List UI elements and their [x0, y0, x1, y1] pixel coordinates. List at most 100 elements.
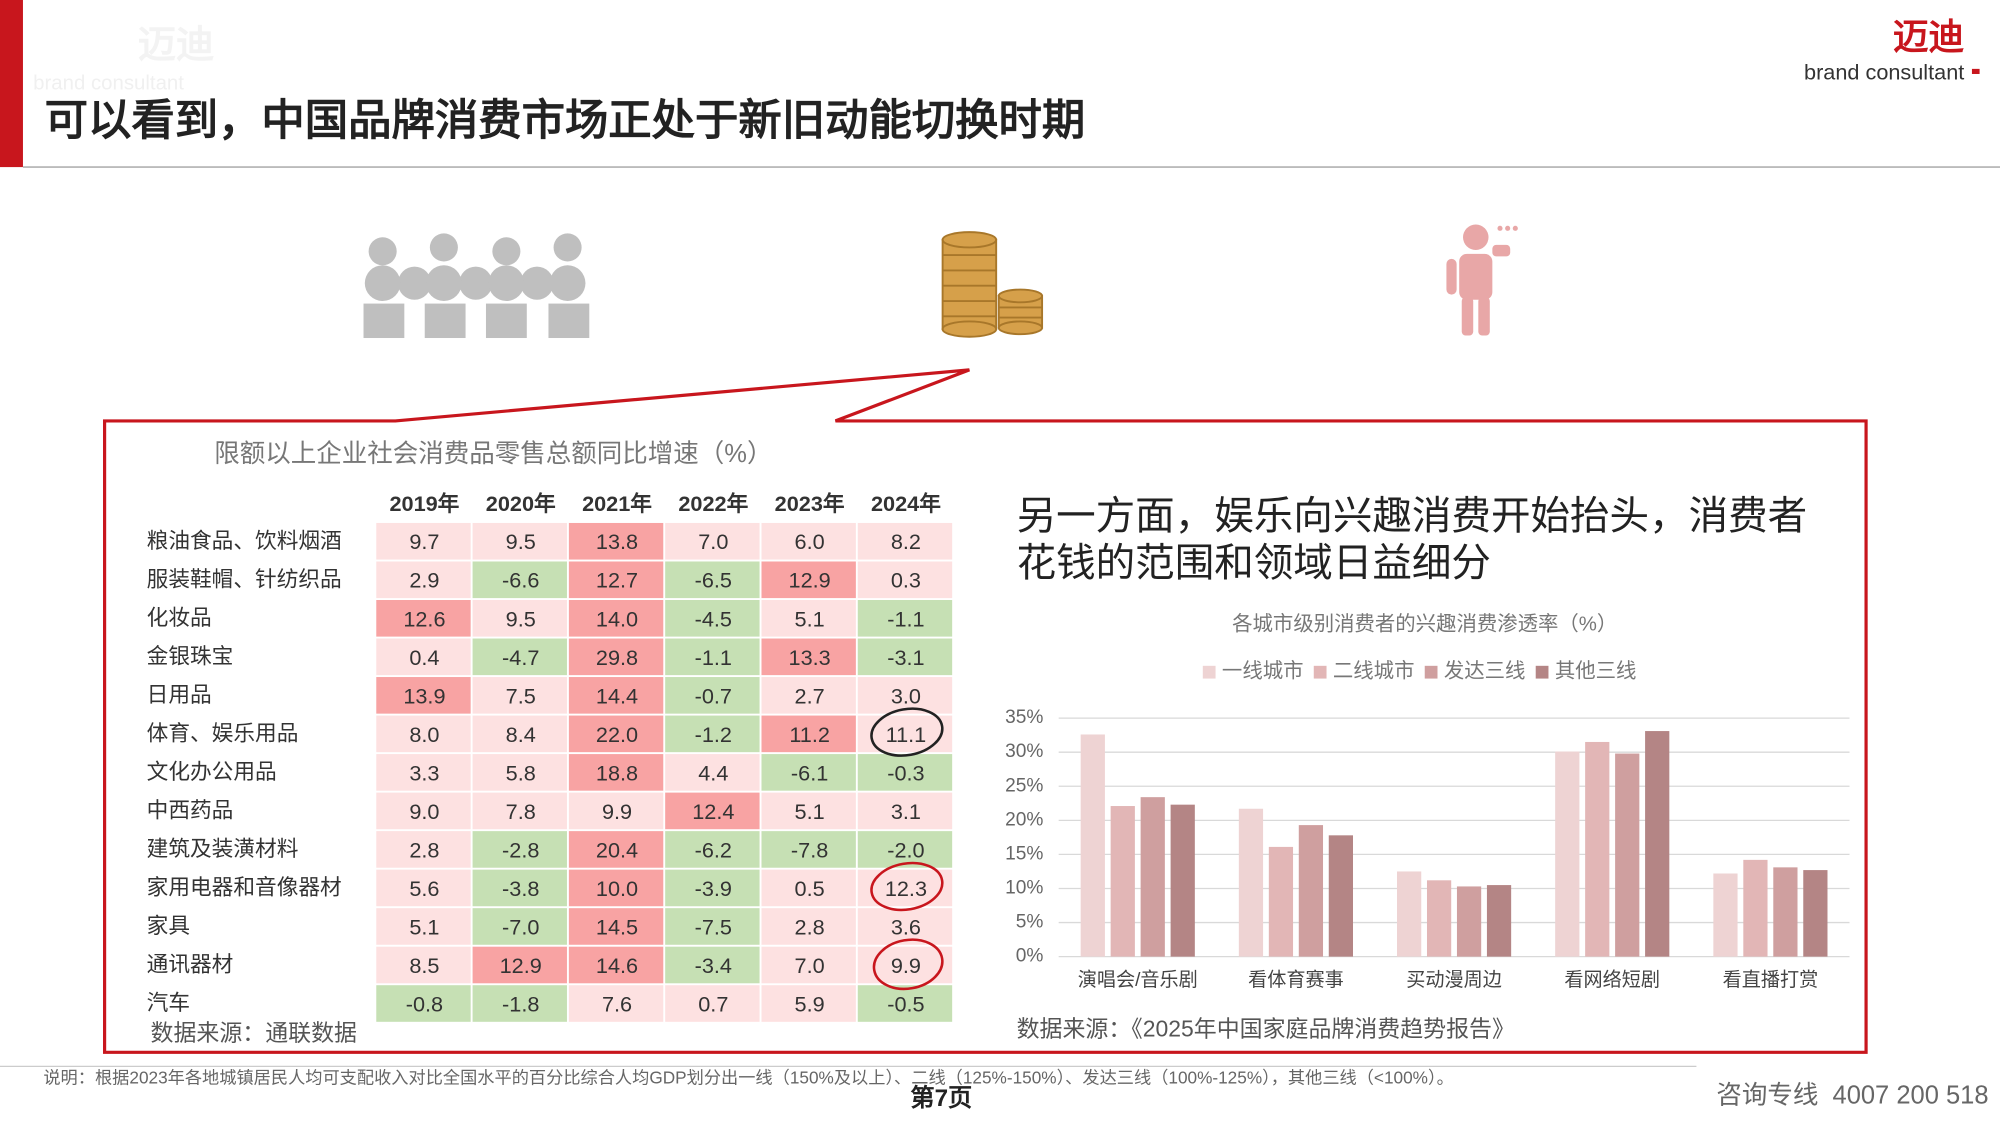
table-cell [665, 754, 760, 791]
cell-value: -6.1 [791, 760, 828, 785]
row-label: 中西药品 [147, 798, 234, 823]
table-cell [568, 831, 664, 868]
y-tick-label: 20% [1005, 809, 1043, 830]
cell-value: 3.1 [891, 799, 921, 824]
annotation-circle [870, 861, 944, 912]
chart-title: 各城市级别消费者的兴趣消费渗透率（%） [1232, 612, 1617, 635]
cell-value: -1.8 [502, 991, 539, 1016]
cell-value: -4.7 [502, 645, 539, 670]
column-header: 2024年 [871, 491, 941, 516]
table-cell [857, 985, 953, 1022]
table-cell [472, 946, 567, 984]
table-cell [761, 677, 856, 714]
table-cell [665, 600, 760, 637]
cell-value: 5.8 [506, 760, 536, 785]
cell-value: 12.3 [885, 876, 927, 901]
logo-name: 迈迪 [1893, 17, 1965, 57]
cell-value: 3.0 [891, 683, 921, 708]
cell-value: 2.8 [409, 837, 439, 862]
x-tick-label: 看网络短剧 [1564, 969, 1660, 991]
table-cell [857, 638, 953, 676]
bar [1773, 867, 1798, 957]
table-cell [568, 715, 664, 753]
table-cell [472, 638, 567, 676]
annotation-circle [872, 938, 944, 991]
table-cell [568, 985, 664, 1022]
cell-value: 9.7 [409, 529, 439, 554]
cell-value: 7.5 [506, 683, 536, 708]
bar [1615, 753, 1640, 957]
cell-value: -7.5 [695, 914, 732, 939]
table-cell [568, 600, 664, 637]
cell-value: 3.3 [409, 760, 439, 785]
table-cell [857, 561, 953, 599]
table-cell [472, 561, 567, 599]
cell-value: 12.9 [500, 953, 542, 978]
bar [1140, 797, 1165, 957]
bar [1298, 825, 1324, 957]
table-cell [376, 985, 471, 1022]
x-tick-label: 看直播打赏 [1723, 969, 1819, 991]
bar [1426, 880, 1452, 957]
legend-swatch [1535, 665, 1549, 679]
row-label: 化妆品 [147, 605, 212, 630]
table-cell [376, 869, 471, 907]
table-cell [376, 600, 471, 637]
cell-value: 0.3 [891, 568, 921, 593]
table-cell [665, 908, 760, 945]
row-label: 服装鞋帽、针纺织品 [147, 566, 342, 591]
table-cell [472, 754, 567, 791]
row-label: 日用品 [147, 682, 212, 707]
table-cell [568, 908, 664, 945]
coins-icon [941, 231, 1044, 338]
table-cell [376, 715, 471, 753]
watermark-tag: brand consultant [33, 73, 184, 95]
table-cell [665, 715, 760, 753]
table-title: 限额以上企业社会消费品零售总额同比增速（%） [214, 440, 772, 468]
bar [1555, 751, 1580, 957]
table-cell [472, 869, 567, 907]
cell-value: 12.6 [403, 606, 445, 631]
cell-value: -0.3 [887, 760, 924, 785]
page-number: 第7页 [910, 1084, 972, 1112]
table-cell [761, 985, 856, 1022]
bar [1486, 885, 1512, 957]
cell-value: 9.9 [891, 953, 921, 978]
y-tick-label: 30% [1005, 741, 1043, 762]
table-cell [472, 522, 567, 560]
cell-value: 6.0 [795, 529, 825, 554]
table-cell [665, 946, 760, 984]
cell-value: 8.5 [409, 953, 439, 978]
row-label: 通讯器材 [147, 952, 234, 977]
logo-tag: brand consultant [1804, 60, 1964, 85]
bar [1238, 808, 1264, 957]
table-cell [761, 638, 856, 676]
table-cell [376, 522, 471, 560]
legend-swatch [1313, 665, 1327, 679]
cell-value: 13.3 [789, 645, 831, 670]
column-header: 2023年 [775, 491, 845, 516]
row-label: 文化办公用品 [147, 759, 277, 784]
cell-value: 22.0 [596, 722, 638, 747]
cell-value: 10.0 [596, 876, 638, 901]
cell-value: -0.8 [406, 991, 443, 1016]
watermark-name: 迈迪 [138, 23, 215, 66]
cell-value: 5.1 [795, 799, 825, 824]
bar [1328, 835, 1353, 957]
table-cell [376, 908, 471, 945]
cell-value: 14.4 [596, 683, 638, 708]
table-cell [665, 677, 760, 714]
row-label: 家具 [147, 913, 190, 938]
table-cell [761, 792, 856, 830]
bar [1268, 846, 1294, 957]
cell-value: 11.2 [789, 722, 830, 747]
cell-value: -2.0 [887, 837, 924, 862]
cell-value: -7.8 [791, 837, 828, 862]
table-cell [568, 522, 664, 560]
cell-value: 29.8 [596, 645, 638, 670]
table-cell [376, 638, 471, 676]
cell-value: -6.6 [502, 568, 539, 593]
cell-value: -6.5 [695, 568, 732, 593]
y-tick-label: 5% [1016, 912, 1044, 933]
